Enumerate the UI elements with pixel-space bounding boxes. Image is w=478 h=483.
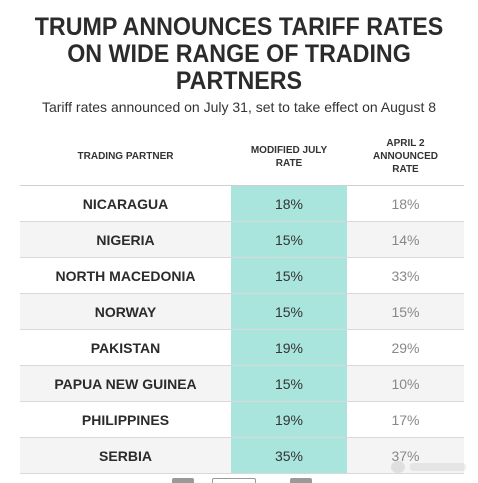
cell-april-rate: 33% <box>391 267 420 284</box>
chart-title-line: PARTNERS <box>175 67 303 95</box>
cell-trading-partner: NIGERIA <box>96 231 155 248</box>
cell-trading-partner: PAKISTAN <box>90 339 161 356</box>
cell-april-rate: 14% <box>391 231 420 248</box>
table-header: TRADING PARTNER MODIFIED JULY RATE APRIL… <box>20 128 464 186</box>
cell-trading-partner: NORWAY <box>94 303 157 320</box>
cell-trading-partner: SERBIA <box>99 447 152 464</box>
header-trading-partner: TRADING PARTNER <box>20 128 231 185</box>
cell-trading-partner: NORTH MACEDONIA <box>55 267 196 284</box>
cell-modified-july-rate: 15% <box>231 294 347 329</box>
watermark-logo <box>391 461 466 473</box>
table-row: PHILIPPINES 19% 17% <box>20 402 464 438</box>
cell-modified-july-rate: 18% <box>231 186 347 221</box>
cell-modified-july-rate: 19% <box>231 402 347 437</box>
cell-trading-partner: PHILIPPINES <box>81 411 170 428</box>
table-row: PAPUA NEW GUINEA 15% 10% <box>20 366 464 402</box>
chart-title-line: TRUMP ANNOUNCES TARIFF RATES <box>34 13 444 41</box>
cell-april-rate: 29% <box>391 339 420 356</box>
cell-modified-july-rate: 15% <box>231 366 347 401</box>
cell-april-rate: 15% <box>391 303 420 320</box>
table-row: SERBIA 35% 37% <box>20 438 464 474</box>
table-row: PAKISTAN 19% 29% <box>20 330 464 366</box>
cell-april-rate: 18% <box>391 195 420 212</box>
header-line: RATE <box>392 164 419 175</box>
cell-april-rate: 37% <box>391 447 420 464</box>
header-line: MODIFIED JULY <box>250 144 328 156</box>
table-row: NIGERIA 15% 14% <box>20 222 464 258</box>
table-body: NICARAGUA 18% 18% NIGERIA 15% 14% NORTH MACEDO… <box>20 186 464 474</box>
table-row: NORWAY 15% 15% <box>20 294 464 330</box>
cell-modified-july-rate: 15% <box>231 258 347 293</box>
tariff-table: TRADING PARTNER MODIFIED JULY RATE APRIL… <box>20 128 464 474</box>
header-modified-july-rate: MODIFIED JULY RATE <box>231 128 347 185</box>
cell-trading-partner: NICARAGUA <box>82 195 169 212</box>
cell-modified-july-rate: 35% <box>231 438 347 473</box>
cell-modified-july-rate: 15% <box>231 222 347 257</box>
table-row: NICARAGUA 18% 18% <box>20 186 464 222</box>
pagination-control[interactable] <box>212 478 256 483</box>
pagination-control[interactable] <box>172 478 194 483</box>
header-line: TRADING PARTNER <box>77 151 174 162</box>
pagination-control[interactable] <box>290 478 312 483</box>
cell-trading-partner: PAPUA NEW GUINEA <box>54 375 197 392</box>
chart-title: TRUMP ANNOUNCES TARIFF RATES ON WIDE RAN… <box>26 14 452 95</box>
cell-april-rate: 10% <box>391 375 420 392</box>
header-line: APRIL 2 <box>386 138 425 149</box>
table-row: NORTH MACEDONIA 15% 33% <box>20 258 464 294</box>
chart-subtitle: Tariff rates announced on July 31, set t… <box>41 99 437 115</box>
header-april-rate: APRIL 2 ANNOUNCED RATE <box>347 128 464 185</box>
chart-title-line: ON WIDE RANGE OF TRADING <box>67 40 411 68</box>
header-line: RATE <box>275 157 303 169</box>
header-line: ANNOUNCED <box>373 151 438 162</box>
cell-modified-july-rate: 19% <box>231 330 347 365</box>
cell-april-rate: 17% <box>391 411 420 428</box>
